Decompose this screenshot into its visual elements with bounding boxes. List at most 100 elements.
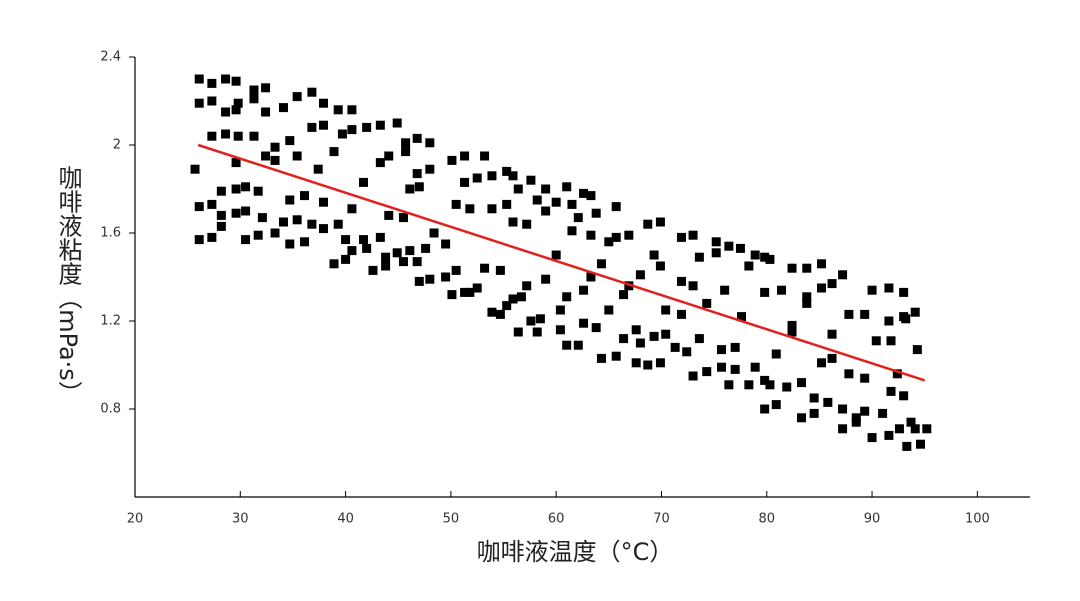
point — [787, 320, 797, 330]
point — [892, 369, 902, 379]
point — [221, 107, 231, 117]
point — [508, 217, 518, 227]
point — [278, 103, 288, 113]
point — [358, 235, 368, 245]
point — [347, 204, 357, 214]
point — [777, 285, 787, 295]
point — [425, 164, 435, 174]
point — [611, 202, 621, 212]
point — [495, 309, 505, 319]
point — [782, 382, 792, 392]
point — [631, 358, 641, 368]
point — [735, 243, 745, 253]
point — [884, 316, 894, 326]
x-tick-label: 60 — [548, 512, 565, 527]
point — [765, 380, 775, 390]
point — [910, 307, 920, 317]
point — [555, 305, 565, 315]
point — [860, 373, 870, 383]
point — [472, 173, 482, 183]
y-tick-label: 2 — [113, 138, 121, 153]
x-tick-label: 20 — [127, 512, 144, 527]
point — [901, 314, 911, 324]
point — [802, 298, 812, 308]
point — [591, 208, 601, 218]
x-axis-title: 咖啡液温度（°C） — [477, 538, 674, 566]
point — [447, 290, 457, 300]
point — [823, 397, 833, 407]
point — [381, 252, 391, 262]
point — [249, 94, 259, 104]
point — [421, 243, 431, 253]
point — [447, 155, 457, 165]
point — [347, 125, 357, 135]
point — [451, 265, 461, 275]
point — [541, 274, 551, 284]
point — [508, 294, 518, 304]
point — [375, 120, 385, 130]
point — [392, 248, 402, 258]
point — [480, 263, 490, 273]
point — [313, 164, 323, 174]
point — [194, 74, 204, 84]
point — [844, 309, 854, 319]
point — [541, 206, 551, 216]
point — [787, 327, 797, 337]
point — [329, 147, 339, 157]
point — [802, 292, 812, 302]
trend-line — [197, 143, 926, 382]
point — [809, 408, 819, 418]
point — [384, 210, 394, 220]
point — [384, 151, 394, 161]
point — [797, 413, 807, 423]
point — [611, 351, 621, 361]
point — [750, 250, 760, 260]
point — [551, 250, 561, 260]
point — [190, 164, 200, 174]
point — [347, 246, 357, 256]
point — [401, 138, 411, 148]
point — [249, 131, 259, 141]
point — [649, 250, 659, 260]
point — [922, 424, 932, 434]
point — [619, 290, 629, 300]
point — [827, 279, 837, 289]
point — [270, 155, 280, 165]
point — [724, 241, 734, 251]
point — [886, 336, 896, 346]
point — [688, 281, 698, 291]
point — [655, 261, 665, 271]
point — [910, 424, 920, 434]
point — [257, 213, 267, 223]
point — [358, 177, 368, 187]
point — [300, 191, 310, 201]
point — [347, 105, 357, 115]
point — [231, 158, 241, 168]
point — [487, 171, 497, 181]
point — [730, 342, 740, 352]
point — [851, 417, 861, 427]
point — [661, 329, 671, 339]
point — [886, 386, 896, 396]
y-tick-label: 2.4 — [100, 50, 121, 65]
point — [711, 248, 721, 258]
point — [375, 232, 385, 242]
point — [368, 265, 378, 275]
point — [194, 98, 204, 108]
point — [231, 105, 241, 115]
point — [760, 287, 770, 297]
point — [300, 237, 310, 247]
point — [241, 206, 251, 216]
point — [451, 199, 461, 209]
point — [760, 404, 770, 414]
point — [285, 136, 295, 146]
point — [392, 118, 402, 128]
point — [635, 338, 645, 348]
point — [318, 98, 328, 108]
point — [285, 195, 295, 205]
point — [526, 316, 536, 326]
point — [878, 408, 888, 418]
point — [817, 259, 827, 269]
point — [619, 334, 629, 344]
point — [253, 186, 263, 196]
